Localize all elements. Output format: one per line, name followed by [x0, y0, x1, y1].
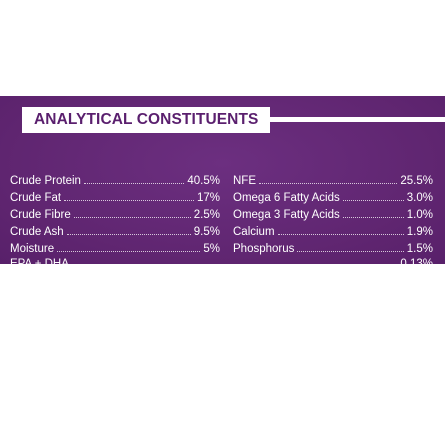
constituent-value: 17% — [196, 192, 220, 204]
dot-leader — [277, 234, 404, 235]
constituent-row-moisture: Moisture 5% — [10, 237, 220, 255]
constituent-value: 1.5% — [406, 243, 433, 255]
constituent-value: 9.5% — [193, 226, 220, 238]
constituent-value: 1.9% — [406, 226, 433, 238]
constituent-value: 25.5% — [400, 175, 433, 187]
constituent-value: 401 kcal/100g — [361, 275, 433, 287]
constituent-value: 5% — [203, 243, 220, 255]
constituent-label: Calcium — [233, 226, 275, 238]
dot-leader — [83, 183, 185, 184]
constituent-label: EPA + DHA — [10, 258, 69, 270]
constituent-row-phosphorus: Phosphorus 1.5% — [233, 237, 433, 255]
dot-leader — [64, 200, 194, 201]
constituent-label: Phosphorus — [233, 243, 295, 255]
section-title-box: ANALYTICAL CONSTITUENTS — [22, 107, 270, 133]
constituent-value: 1.0% — [406, 209, 433, 221]
constituent-label: Crude Fat — [10, 192, 62, 204]
constituent-value: 40.5% — [187, 175, 220, 187]
dot-leader — [57, 251, 201, 252]
dot-leader — [71, 266, 398, 267]
constituent-value: 3.0% — [406, 192, 433, 204]
constituent-row-omega-6: Omega 6 Fatty Acids 3.0% — [233, 186, 433, 204]
constituent-label: Crude Ash — [10, 226, 64, 238]
dot-leader — [342, 217, 404, 218]
dot-leader — [66, 234, 191, 235]
constituent-label: NFE — [233, 175, 256, 187]
dot-leader — [123, 283, 359, 284]
dot-leader — [297, 251, 404, 252]
constituent-label: Omega 3 Fatty Acids — [233, 209, 340, 221]
dot-leader — [342, 200, 404, 201]
constituent-row-metabolisable-energy: Metabolisable Energy 401 kcal/100g — [10, 269, 433, 287]
dot-leader — [259, 183, 398, 184]
dot-leader — [73, 217, 191, 218]
section-title: ANALYTICAL CONSTITUENTS — [34, 111, 259, 128]
constituent-row-crude-ash: Crude Ash 9.5% — [10, 220, 220, 238]
title-underline-bar — [268, 117, 445, 122]
constituent-label: Omega 6 Fatty Acids — [233, 192, 340, 204]
constituent-row-calcium: Calcium 1.9% — [233, 220, 433, 238]
constituent-label: Crude Fibre — [10, 209, 71, 221]
constituent-value: 2.5% — [193, 209, 220, 221]
constituent-row-crude-fibre: Crude Fibre 2.5% — [10, 203, 220, 221]
constituent-row-crude-fat: Crude Fat 17% — [10, 186, 220, 204]
constituent-row-nfe: NFE 25.5% — [233, 169, 433, 187]
constituent-row-crude-protein: Crude Protein 40.5% — [10, 169, 220, 187]
constituent-value: 0.13% — [400, 258, 433, 270]
constituent-row-omega-3: Omega 3 Fatty Acids 1.0% — [233, 203, 433, 221]
constituent-label: Metabolisable Energy — [10, 275, 121, 287]
constituent-label: Crude Protein — [10, 175, 81, 187]
constituent-row-epa-dha: EPA + DHA 0.13% — [10, 252, 433, 270]
constituent-label: Moisture — [10, 243, 55, 255]
